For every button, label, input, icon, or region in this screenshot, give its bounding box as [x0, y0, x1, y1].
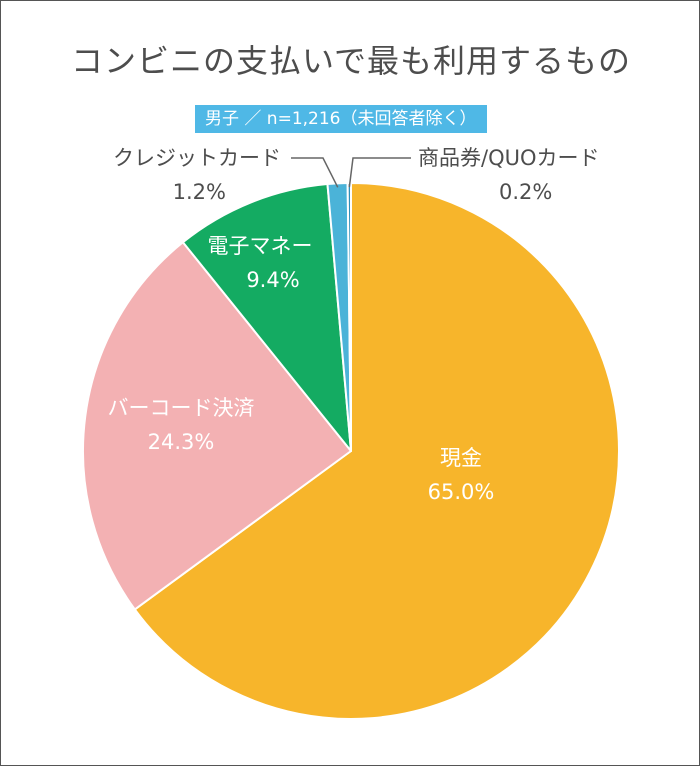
- slice-value-barcode: 24.3%: [148, 430, 215, 454]
- pie-slices: [82, 181, 620, 720]
- leader-lines: [291, 157, 411, 188]
- leader-line-credit: [291, 157, 339, 188]
- slice-value-cash: 65.0%: [428, 480, 495, 504]
- slice-label-credit: クレジットカード: [113, 146, 281, 170]
- slice-value-emoney: 9.4%: [246, 268, 299, 292]
- slice-label-emoney: 電子マネー: [208, 234, 313, 258]
- slice-label-cash: 現金: [440, 446, 482, 470]
- slice-emoney: [181, 183, 352, 452]
- slice-value-giftcard: 0.2%: [499, 180, 552, 204]
- chart-title: コンビニの支払いで最も利用するもの: [70, 42, 632, 80]
- slice-cash: [133, 182, 620, 720]
- slice-label-giftcard: 商品券/QUOカード: [418, 146, 600, 170]
- chart-subtitle-badge: 男子 ／ n=1,216（未回答者除く）: [195, 105, 487, 133]
- slice-barcode: [82, 241, 352, 611]
- slice-label-barcode: バーコード決済: [108, 396, 255, 420]
- slice-value-credit: 1.2%: [173, 180, 226, 204]
- leader-line-giftcard: [348, 157, 411, 188]
